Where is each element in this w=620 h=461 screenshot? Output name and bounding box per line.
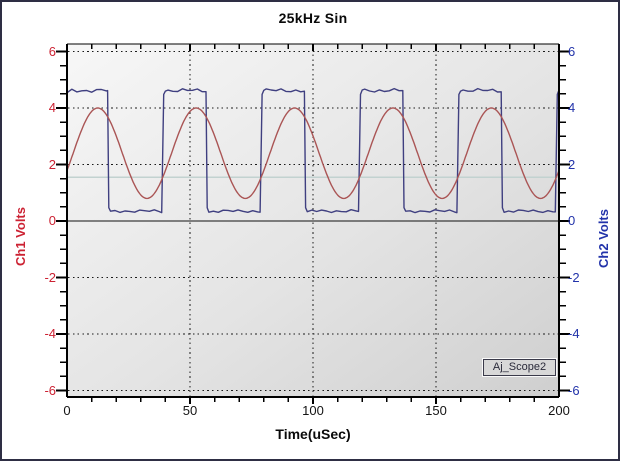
y-right-tick-label: 2 <box>568 156 576 172</box>
y-right-tick-label: 6 <box>568 43 576 59</box>
ch2-square-trace <box>68 87 558 214</box>
y-right-tick-label: -6 <box>568 382 580 398</box>
y-left-tick-label: 4 <box>48 100 56 115</box>
ch1-sine-trace <box>68 107 558 200</box>
y-right-tick-label: 0 <box>568 213 576 228</box>
scope-name-badge: Aj_Scope2 <box>483 359 556 376</box>
x-tick-label: 200 <box>548 403 570 418</box>
x-tick-label: 0 <box>63 403 71 418</box>
x-tick-label: 100 <box>302 403 324 418</box>
y-right-tick-label: -4 <box>568 326 580 341</box>
y-right-tick-label: 4 <box>568 100 576 115</box>
y-left-tick-label: 6 <box>48 43 56 59</box>
y-left-tick-label: -6 <box>44 382 56 398</box>
y-left-tick-label: -4 <box>44 326 56 341</box>
chart-title: 25kHz Sin <box>278 10 348 26</box>
y-right-tick-label: -2 <box>568 269 580 285</box>
x-tick-label: 50 <box>182 403 198 418</box>
y-left-tick-label: -2 <box>44 269 56 285</box>
y-left-tick-label: 2 <box>48 156 56 172</box>
x-axis-title: Time(uSec) <box>275 426 351 442</box>
x-tick-label: 150 <box>425 403 447 418</box>
y-left-tick-label: 0 <box>48 213 56 228</box>
